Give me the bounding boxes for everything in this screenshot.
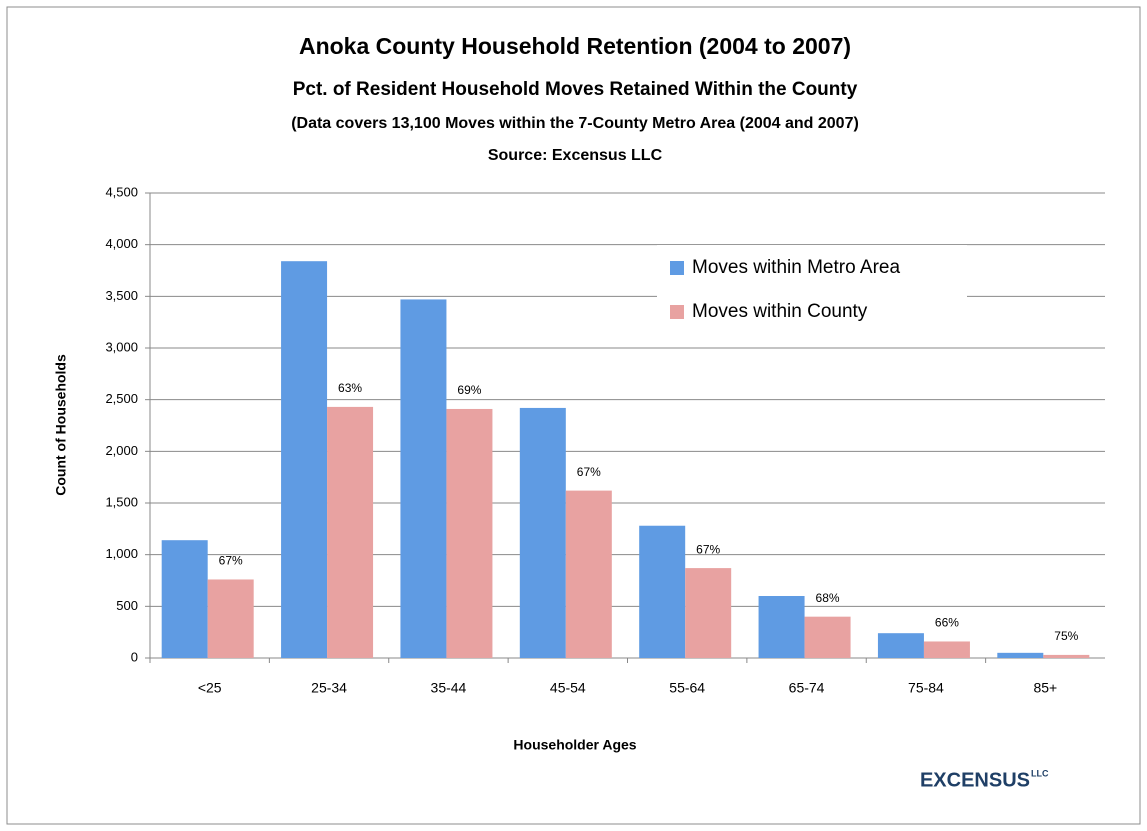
chart-border	[6, 6, 1141, 825]
y-tick-label: 2,000	[105, 443, 138, 458]
bar	[281, 261, 328, 658]
legend-label: Moves within Metro Area	[692, 257, 900, 278]
annotation: 68%	[816, 591, 840, 605]
y-tick-label: 4,500	[105, 184, 138, 199]
annotation: 67%	[219, 554, 243, 568]
legend-swatch	[670, 261, 684, 275]
x-tick-label: 75-84	[908, 680, 944, 696]
y-tick-label: 2,500	[105, 391, 138, 406]
bar	[161, 540, 208, 658]
x-tick-label: 35-44	[431, 680, 467, 696]
annotation: 63%	[338, 381, 362, 395]
y-axis-label: Count of Households	[53, 354, 69, 496]
x-tick-label: <25	[198, 680, 222, 696]
x-tick-label: 45-54	[550, 680, 586, 696]
annotation: 66%	[935, 616, 959, 630]
x-tick-label: 65-74	[789, 680, 825, 696]
bar	[519, 407, 566, 658]
legend	[657, 245, 967, 333]
chart-subtitle: Pct. of Resident Household Moves Retaine…	[293, 79, 858, 100]
x-tick-label: 55-64	[669, 680, 705, 696]
bar	[685, 568, 732, 658]
legend-swatch	[670, 305, 684, 319]
bar	[327, 406, 374, 658]
bar	[400, 299, 447, 658]
logo: EXCENSUS	[920, 769, 1030, 791]
bar	[877, 633, 924, 658]
chart-note: (Data covers 13,100 Moves within the 7-C…	[291, 115, 859, 132]
legend-label: Moves within County	[692, 301, 868, 322]
annotation: 67%	[577, 465, 601, 479]
annotation: 67%	[696, 542, 720, 556]
bar	[758, 596, 805, 658]
chart-source: Source: Excensus LLC	[488, 147, 663, 164]
bar	[639, 525, 686, 658]
x-tick-label: 85+	[1033, 680, 1057, 696]
annotation: 69%	[457, 383, 481, 397]
bar	[446, 408, 493, 658]
chart-title: Anoka County Household Retention (2004 t…	[299, 33, 851, 59]
bar	[207, 579, 254, 658]
y-tick-label: 500	[116, 598, 138, 613]
annotation: 75%	[1054, 629, 1078, 643]
bar	[997, 652, 1044, 658]
y-tick-label: 4,000	[105, 236, 138, 251]
bar	[1043, 654, 1090, 658]
y-tick-label: 0	[131, 649, 138, 664]
bar	[565, 490, 612, 658]
x-axis-label: Householder Ages	[513, 737, 636, 753]
y-tick-label: 1,000	[105, 546, 138, 561]
y-tick-label: 3,500	[105, 288, 138, 303]
y-tick-label: 3,000	[105, 339, 138, 354]
logo-suffix: LLC	[1031, 768, 1049, 778]
y-tick-label: 1,500	[105, 494, 138, 509]
x-tick-label: 25-34	[311, 680, 347, 696]
bar	[804, 616, 851, 658]
bar	[923, 641, 970, 658]
